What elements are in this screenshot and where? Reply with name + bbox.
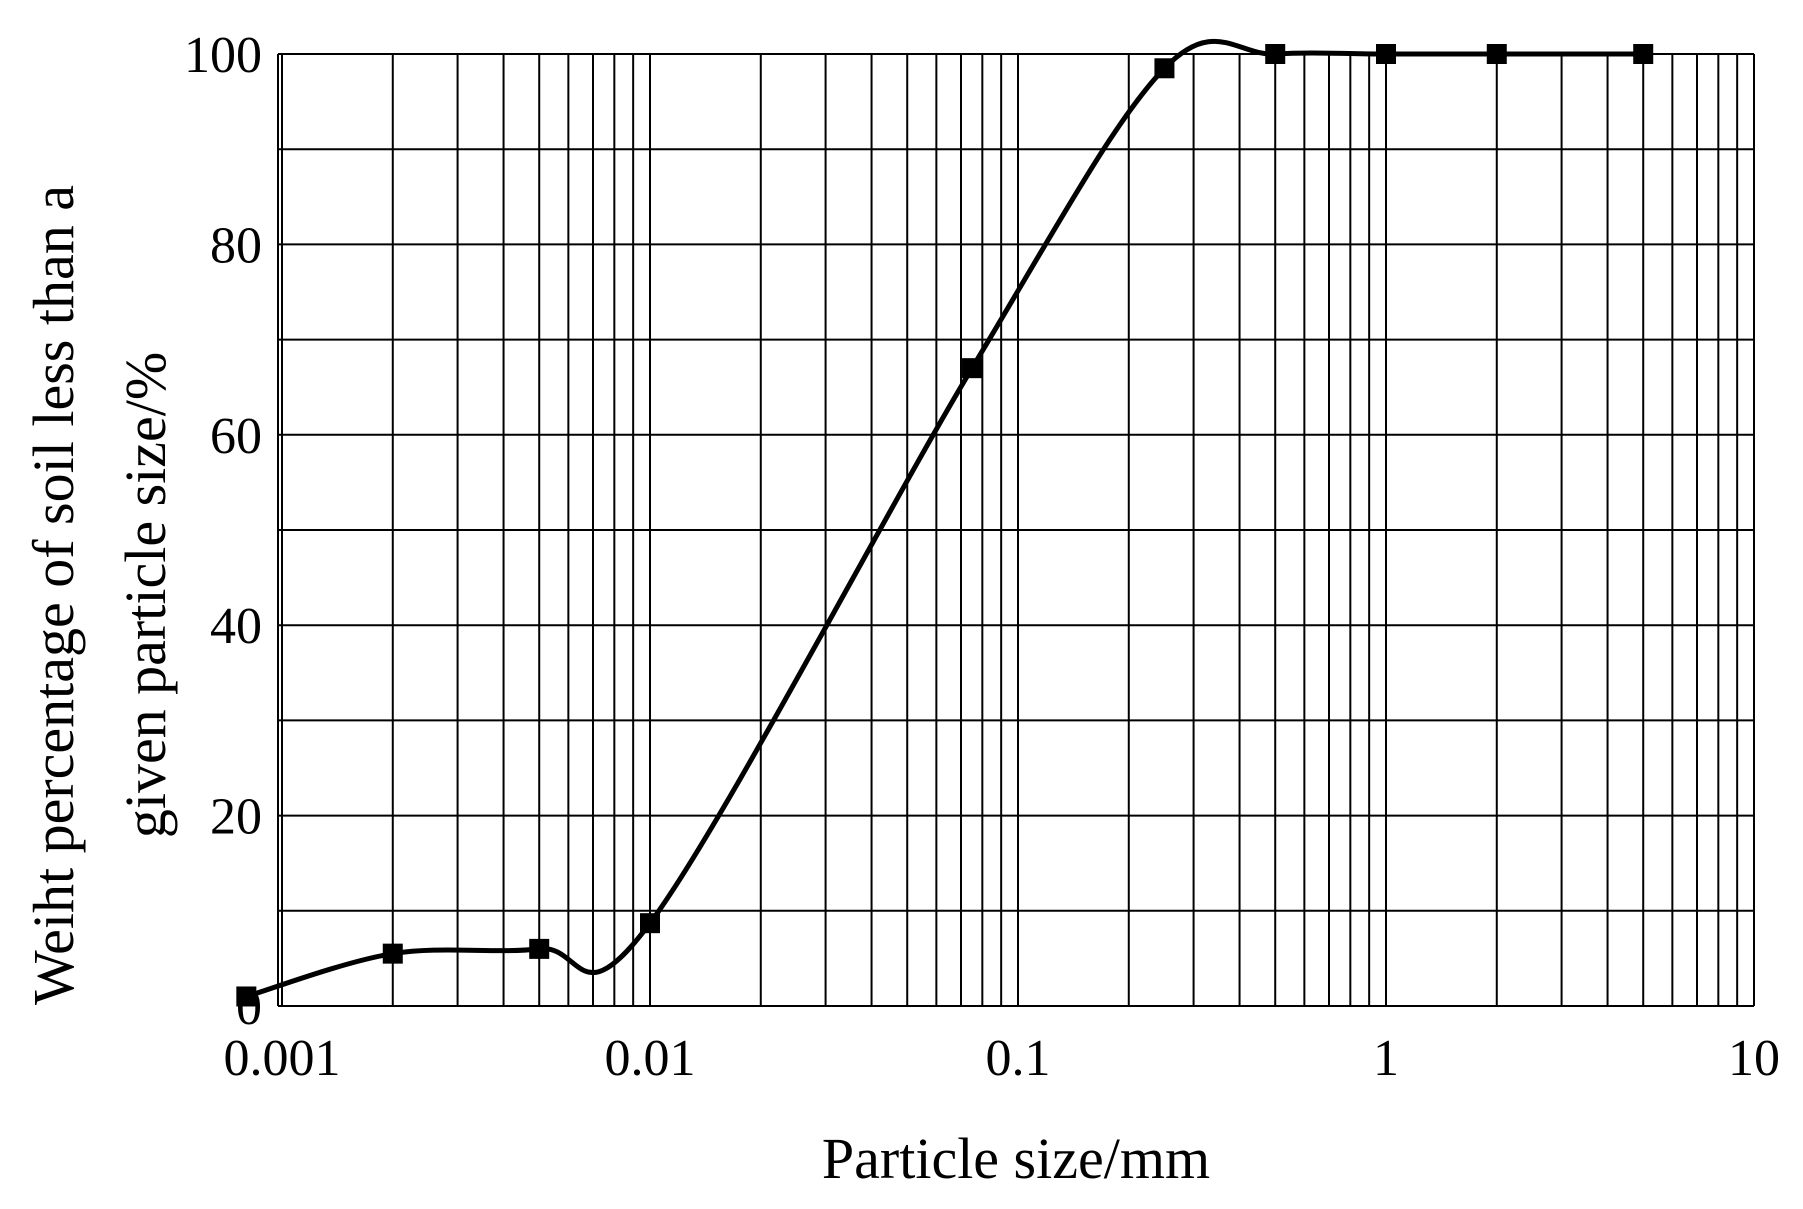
- y-axis-title-line-2: given particle size/%: [113, 352, 178, 838]
- y-tick-labels: 0 20 40 60 80 100: [184, 27, 262, 1036]
- y-tick-label: 40: [210, 598, 262, 655]
- data-point-marker: [1265, 44, 1286, 64]
- data-point-marker: [1154, 58, 1175, 79]
- data-point-marker: [640, 913, 660, 934]
- y-tick-label: 20: [210, 789, 262, 846]
- y-tick-label: 80: [210, 217, 262, 274]
- data-point-marker: [529, 938, 550, 959]
- data-point-marker: [236, 986, 257, 1007]
- x-axis-title: Particle size/mm: [822, 1126, 1210, 1191]
- x-tick-label: 1: [1373, 1030, 1399, 1087]
- data-markers: [236, 44, 1654, 1007]
- y-tick-label: 60: [210, 408, 262, 465]
- y-axis-title-line-1: Weiht percentage of soil less than a: [21, 185, 86, 1005]
- data-point-marker: [962, 358, 983, 379]
- y-tick-label: 100: [184, 27, 262, 84]
- x-tick-label: 0.1: [986, 1030, 1051, 1087]
- data-point-marker: [382, 943, 403, 964]
- x-tick-label: 0.01: [605, 1030, 696, 1087]
- x-tick-label: 0.001: [224, 1030, 341, 1087]
- grid: [277, 53, 1755, 1007]
- gradation-curve: [243, 38, 1646, 999]
- data-point-marker: [1633, 44, 1654, 64]
- gradation-curve-layer: [243, 38, 1646, 999]
- x-tick-labels: 0.001 0.01 0.1 1 10: [224, 1030, 1781, 1087]
- x-tick-label: 10: [1728, 1030, 1780, 1087]
- y-tick-label: 0: [236, 979, 262, 1036]
- data-point-marker: [1486, 44, 1507, 64]
- data-point-marker: [1376, 44, 1396, 64]
